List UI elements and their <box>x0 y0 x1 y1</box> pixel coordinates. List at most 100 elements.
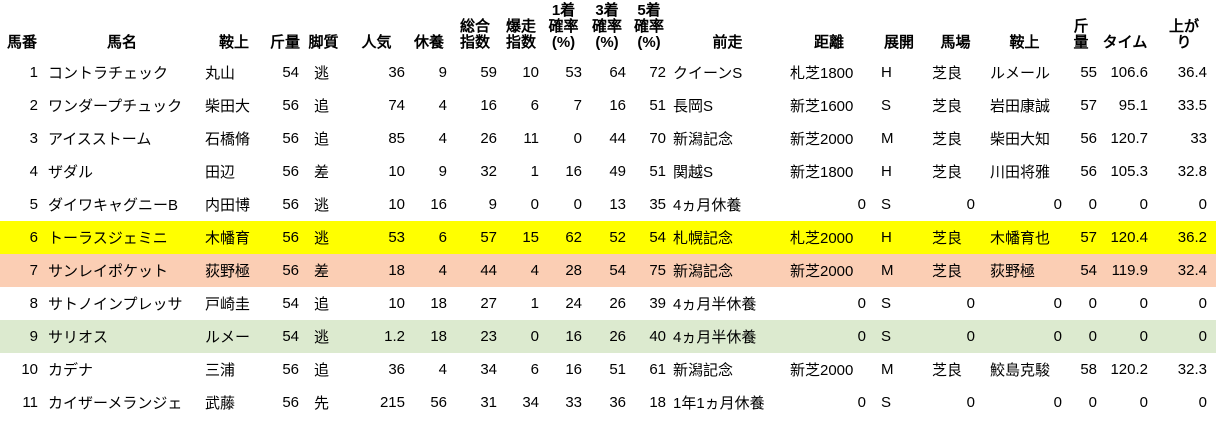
cell-kyuyo[interactable]: 4 <box>438 361 447 378</box>
cell-p1-kakuritsu[interactable]: 28 <box>565 262 582 279</box>
cell-kinryo[interactable]: 54 <box>282 64 299 81</box>
cell-kinryo[interactable]: 56 <box>282 262 299 279</box>
cell-zenso[interactable]: 長岡S <box>673 98 714 115</box>
cell-umaban[interactable]: 7 <box>29 262 38 279</box>
cell-kyori[interactable]: 新芝2000 <box>790 362 854 379</box>
cell-kinryo[interactable]: 56 <box>282 394 299 411</box>
cell-kinryo-zenso[interactable]: 0 <box>1088 394 1097 411</box>
cell-umaban[interactable]: 1 <box>29 64 38 81</box>
cell-anjo-zenso[interactable]: 川田将雅 <box>990 164 1051 181</box>
cell-anjo[interactable]: 武藤 <box>205 395 236 412</box>
cell-ninki[interactable]: 18 <box>388 262 405 279</box>
cell-agari[interactable]: 32.4 <box>1177 262 1207 279</box>
cell-agari[interactable]: 32.3 <box>1177 361 1207 378</box>
cell-bamei[interactable]: ダイワキャグニーB <box>48 197 179 214</box>
cell-agari[interactable]: 0 <box>1198 295 1207 312</box>
cell-bamei[interactable]: コントラチェック <box>48 65 169 82</box>
cell-p1-kakuritsu[interactable]: 16 <box>565 361 582 378</box>
cell-anjo-zenso[interactable]: 0 <box>1053 295 1062 312</box>
cell-kyori[interactable]: 新芝2000 <box>790 263 854 280</box>
cell-anjo-zenso[interactable]: 0 <box>1053 196 1062 213</box>
cell-agari[interactable]: 33.5 <box>1177 97 1207 114</box>
column-header-p5-kakuritsu[interactable]: 5着 確率 (%) <box>633 2 664 51</box>
cell-bamei[interactable]: トーラスジェミニ <box>48 230 168 247</box>
cell-ninki[interactable]: 74 <box>388 97 405 114</box>
column-header-p3-kakuritsu[interactable]: 3着 確率 (%) <box>591 2 622 51</box>
cell-zenso[interactable]: クイーンS <box>673 65 743 82</box>
cell-kinryo-zenso[interactable]: 55 <box>1080 64 1097 81</box>
column-header-baba[interactable]: 馬場 <box>940 34 971 51</box>
cell-umaban[interactable]: 4 <box>29 163 38 180</box>
cell-tenkai[interactable]: H <box>881 229 892 246</box>
cell-anjo[interactable]: 石橋脩 <box>205 131 251 148</box>
cell-kinryo-zenso[interactable]: 57 <box>1080 97 1097 114</box>
cell-tenkai[interactable]: M <box>881 130 894 147</box>
column-header-ninki[interactable]: 人気 <box>361 34 392 51</box>
cell-ninki[interactable]: 10 <box>388 295 405 312</box>
column-header-anjo[interactable]: 鞍上 <box>218 34 249 51</box>
cell-kinryo[interactable]: 54 <box>282 328 299 345</box>
cell-agari[interactable]: 33 <box>1190 130 1207 147</box>
cell-p5-kakuritsu[interactable]: 51 <box>649 97 666 114</box>
cell-bamei[interactable]: カイザーメランジェ <box>48 395 183 412</box>
cell-ninki[interactable]: 215 <box>379 394 405 411</box>
cell-kinryo-zenso[interactable]: 56 <box>1080 163 1097 180</box>
cell-baba[interactable]: 0 <box>966 394 975 411</box>
cell-baba[interactable]: 芝良 <box>932 98 963 115</box>
cell-baba[interactable]: 芝良 <box>932 230 963 247</box>
cell-kinryo[interactable]: 54 <box>282 295 299 312</box>
cell-bakuso-shisu[interactable]: 0 <box>530 196 539 213</box>
cell-tenkai[interactable]: M <box>881 361 894 378</box>
cell-bamei[interactable]: サリオス <box>48 329 109 346</box>
cell-kyori[interactable]: 0 <box>857 394 866 411</box>
cell-kinryo[interactable]: 56 <box>282 97 299 114</box>
cell-anjo-zenso[interactable]: 柴田大知 <box>990 131 1051 148</box>
cell-anjo[interactable]: 戸崎圭 <box>205 296 251 313</box>
cell-p5-kakuritsu[interactable]: 18 <box>649 394 666 411</box>
cell-sogo-shisu[interactable]: 34 <box>480 361 497 378</box>
cell-kinryo-zenso[interactable]: 58 <box>1080 361 1097 378</box>
cell-kyori[interactable]: 新芝2000 <box>790 131 854 148</box>
cell-anjo-zenso[interactable]: 0 <box>1053 328 1062 345</box>
cell-bakuso-shisu[interactable]: 0 <box>530 328 539 345</box>
cell-umaban[interactable]: 8 <box>29 295 38 312</box>
cell-anjo[interactable]: 柴田大 <box>205 98 251 115</box>
cell-p5-kakuritsu[interactable]: 51 <box>649 163 666 180</box>
cell-p3-kakuritsu[interactable]: 16 <box>609 97 626 114</box>
cell-ninki[interactable]: 53 <box>388 229 405 246</box>
cell-p3-kakuritsu[interactable]: 26 <box>609 328 626 345</box>
cell-time[interactable]: 106.6 <box>1110 64 1148 81</box>
cell-ninki[interactable]: 1.2 <box>384 328 405 345</box>
cell-p3-kakuritsu[interactable]: 49 <box>609 163 626 180</box>
cell-anjo[interactable]: 荻野極 <box>205 263 251 280</box>
cell-agari[interactable]: 32.8 <box>1177 163 1207 180</box>
cell-kyuyo[interactable]: 4 <box>438 130 447 147</box>
cell-agari[interactable]: 0 <box>1198 196 1207 213</box>
cell-p5-kakuritsu[interactable]: 70 <box>649 130 666 147</box>
cell-umaban[interactable]: 5 <box>29 196 38 213</box>
cell-baba[interactable]: 0 <box>966 295 975 312</box>
cell-p1-kakuritsu[interactable]: 53 <box>565 64 582 81</box>
cell-p1-kakuritsu[interactable]: 33 <box>565 394 582 411</box>
cell-tenkai[interactable]: S <box>881 328 892 345</box>
cell-kyuyo[interactable]: 18 <box>430 295 447 312</box>
cell-tenkai[interactable]: H <box>881 163 892 180</box>
cell-kyuyo[interactable]: 56 <box>430 394 447 411</box>
column-header-p1-kakuritsu[interactable]: 1着 確率 (%) <box>548 2 579 51</box>
cell-kyuyo[interactable]: 18 <box>430 328 447 345</box>
cell-p3-kakuritsu[interactable]: 54 <box>609 262 626 279</box>
cell-kinryo-zenso[interactable]: 0 <box>1088 196 1097 213</box>
cell-time[interactable]: 0 <box>1139 328 1148 345</box>
cell-anjo-zenso[interactable]: 0 <box>1053 394 1062 411</box>
cell-kyakushitsu[interactable]: 追 <box>314 131 330 148</box>
cell-sogo-shisu[interactable]: 57 <box>480 229 497 246</box>
cell-sogo-shisu[interactable]: 26 <box>480 130 497 147</box>
cell-bamei[interactable]: カデナ <box>48 362 94 379</box>
column-header-tenkai[interactable]: 展開 <box>883 34 914 51</box>
cell-p1-kakuritsu[interactable]: 16 <box>565 163 582 180</box>
cell-zenso[interactable]: 札幌記念 <box>673 230 734 247</box>
cell-kyakushitsu[interactable]: 逃 <box>314 65 330 82</box>
cell-kyakushitsu[interactable]: 追 <box>314 98 330 115</box>
cell-time[interactable]: 119.9 <box>1111 262 1148 279</box>
cell-time[interactable]: 120.7 <box>1110 130 1148 147</box>
